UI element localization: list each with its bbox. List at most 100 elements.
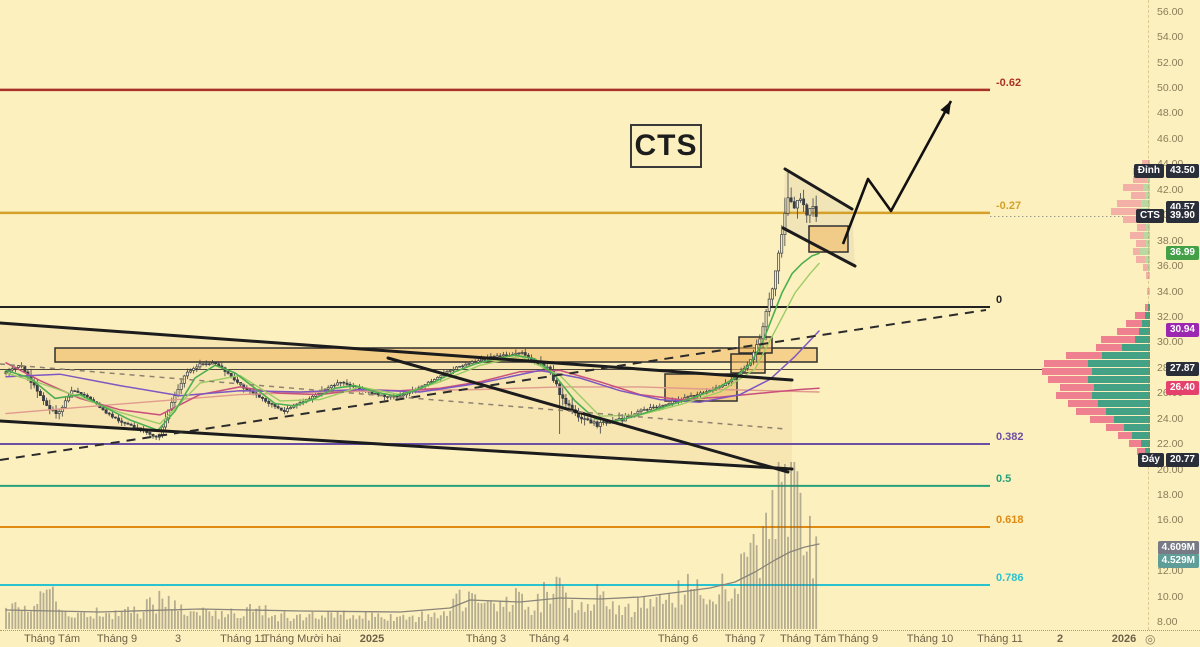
candle-body (261, 396, 264, 399)
dashed-trend-line-0[interactable] (0, 309, 987, 461)
volume-bar (364, 611, 367, 629)
time-tick-label[interactable]: Tháng 9 (837, 633, 879, 645)
zone-box-4[interactable] (808, 225, 849, 253)
volume-bar (752, 534, 755, 629)
volume-bar (380, 617, 383, 629)
time-tick-label[interactable]: 3 (174, 633, 182, 645)
profile-buy-bar (1124, 424, 1150, 431)
volume-bar (105, 613, 107, 629)
projection-arrow[interactable] (841, 100, 953, 245)
time-tick-label[interactable]: Tháng 11 (220, 633, 266, 645)
time-tick-label[interactable]: Tháng 11 (977, 633, 1023, 645)
volume-bar (264, 605, 267, 629)
volume-bar (671, 602, 674, 629)
volume-bar (784, 464, 786, 629)
volume-bar (489, 601, 492, 629)
time-tick-label[interactable]: 2026 (1111, 633, 1137, 645)
price-badge-row: 30.94 (1165, 323, 1199, 338)
volume-bar (771, 490, 774, 629)
volume-bar (371, 612, 373, 629)
volume-bar (95, 607, 98, 629)
volume-bar (561, 585, 564, 629)
time-tick-label[interactable]: 2025 (359, 633, 385, 645)
profile-buy-bar (1098, 400, 1150, 407)
price-tick: 36.00 (1157, 260, 1184, 273)
volume-bar (596, 584, 599, 629)
candle-body (101, 407, 105, 411)
time-tick-label[interactable]: Tháng 7 (724, 633, 766, 645)
candle-body (476, 360, 480, 363)
volume-bar (552, 593, 555, 629)
candle-body (658, 405, 662, 408)
candle-body (770, 288, 774, 300)
ma-green-line[interactable] (5, 252, 820, 432)
volume-ma-line[interactable] (5, 543, 820, 613)
flag-line-0[interactable] (783, 167, 854, 211)
volume-bar (737, 594, 739, 629)
time-tick-label[interactable]: Tháng 10 (906, 633, 954, 645)
time-axis[interactable]: Tháng Tám Tháng 9 3 Tháng 11 Tháng Mười hai 2… (0, 630, 1200, 647)
scroll-to-current-icon[interactable]: ◎ (1145, 632, 1156, 646)
channel-line-2[interactable] (386, 356, 790, 474)
volume-bar (145, 599, 148, 629)
channel-line-1[interactable] (0, 419, 794, 471)
profile-buy-bar (1142, 320, 1150, 327)
candle-body (645, 409, 649, 411)
volume-bar (11, 603, 14, 629)
volume-bar (815, 536, 818, 629)
time-tick-label[interactable]: Tháng 3 (465, 633, 507, 645)
volume-bar (693, 589, 696, 629)
profile-buy-bar (1102, 352, 1150, 359)
volume-bar (202, 607, 204, 629)
volume-bar (809, 515, 811, 629)
candle-body (207, 363, 211, 365)
volume-bar (518, 591, 520, 629)
dashed-trend-line-1[interactable] (0, 363, 787, 430)
volume-bar (274, 615, 276, 629)
candle-body (689, 395, 693, 397)
time-tick-label[interactable]: Tháng 6 (657, 633, 699, 645)
time-tick-label[interactable]: Tháng Mười hai (262, 633, 342, 645)
time-tick-label[interactable]: Tháng Tám (23, 633, 81, 645)
volume-bar (80, 612, 82, 629)
volume-bar (233, 613, 236, 629)
volume-bar (524, 609, 527, 629)
candle-body (38, 390, 42, 396)
candle-body (236, 379, 239, 383)
price-tick: 42.00 (1157, 183, 1184, 196)
symbol-label-box[interactable]: CTS (630, 124, 702, 168)
volume-bar (302, 620, 305, 629)
time-tick-label[interactable]: Tháng 9 (96, 633, 138, 645)
time-tick-label[interactable]: Tháng Tám (779, 633, 837, 645)
time-tick-label[interactable]: 2 (1056, 633, 1064, 645)
volume-bar (696, 579, 699, 629)
candle-body (148, 432, 152, 435)
volume-bar (174, 600, 176, 629)
zone-box-2[interactable] (730, 353, 766, 374)
profile-sell-bar (1106, 424, 1124, 431)
volume-bar (393, 621, 395, 629)
price-axis[interactable]: 56.0054.0052.0050.0048.0046.0044.0042.00… (1133, 0, 1200, 630)
candle-body (589, 419, 593, 424)
candle-body (814, 206, 818, 217)
candle-body (786, 197, 790, 214)
price-tick: 56.00 (1157, 5, 1184, 18)
candle-body (35, 384, 39, 392)
candle-body (114, 416, 117, 419)
ma-green-light-line[interactable] (5, 262, 820, 425)
volume-bar (117, 616, 120, 629)
flag-line-1[interactable] (781, 226, 857, 268)
profile-buy-bar (1143, 184, 1150, 191)
ma-purple-line[interactable] (5, 330, 820, 403)
candle-body (564, 397, 568, 405)
candle-body (652, 406, 655, 409)
channel-line-0[interactable] (0, 321, 794, 382)
volume-bar (452, 598, 455, 629)
candle-body (523, 352, 527, 356)
price-tick: 48.00 (1157, 107, 1184, 120)
volume-bar (83, 612, 86, 629)
time-tick-label[interactable]: Tháng 4 (528, 633, 570, 645)
candle-body (501, 354, 505, 357)
volume-bar (705, 604, 708, 629)
